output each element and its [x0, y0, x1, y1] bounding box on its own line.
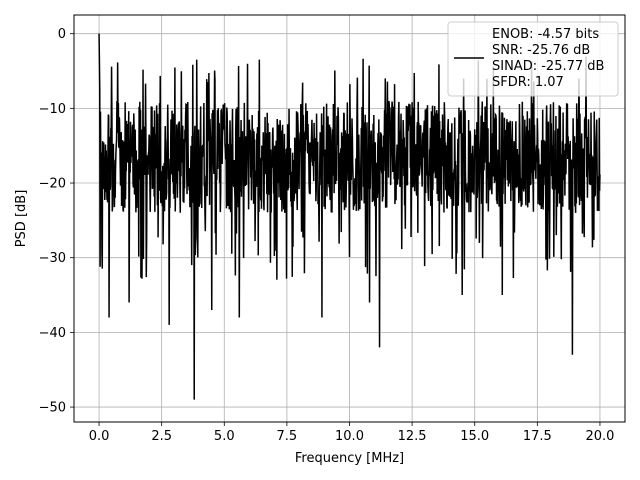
- x-tick-label: 5.0: [214, 429, 235, 444]
- y-tick-label: −40: [39, 326, 66, 341]
- y-tick-label: −30: [39, 251, 66, 266]
- x-tick-label: 7.5: [277, 429, 298, 444]
- psd-line: [98, 33, 601, 400]
- x-tick-label: 15.0: [460, 429, 489, 444]
- x-tick-label: 17.5: [523, 429, 552, 444]
- x-tick-label: 2.5: [151, 429, 172, 444]
- legend-box: [447, 21, 619, 97]
- x-tick-label: 12.5: [398, 429, 427, 444]
- legend-enob: ENOB: -4.57 bits: [492, 27, 599, 42]
- legend-snr: SNR: -25.76 dB: [492, 43, 590, 58]
- y-tick-label: −10: [39, 102, 66, 117]
- legend: ENOB: -4.57 bits SNR: -25.76 dB SINAD: -…: [447, 21, 619, 97]
- x-tick-label: 10.0: [335, 429, 364, 444]
- y-tick-label: 0: [58, 27, 66, 42]
- y-tick-label: −50: [39, 401, 66, 416]
- psd-series: [98, 33, 601, 400]
- legend-sinad: SINAD: -25.77 dB: [492, 59, 604, 74]
- x-ticks: 0.0 2.5 5.0 7.5 10.0 12.5 15.0 17.5 20.0: [89, 422, 614, 444]
- y-tick-label: −20: [39, 177, 66, 192]
- x-tick-label: 0.0: [89, 429, 110, 444]
- y-ticks: 0 −10 −20 −30 −40 −50: [39, 27, 74, 416]
- legend-sfdr: SFDR: 1.07: [492, 75, 564, 90]
- y-axis-label: PSD [dB]: [14, 190, 29, 248]
- x-axis-label: Frequency [MHz]: [295, 451, 404, 466]
- x-tick-label: 20.0: [585, 429, 614, 444]
